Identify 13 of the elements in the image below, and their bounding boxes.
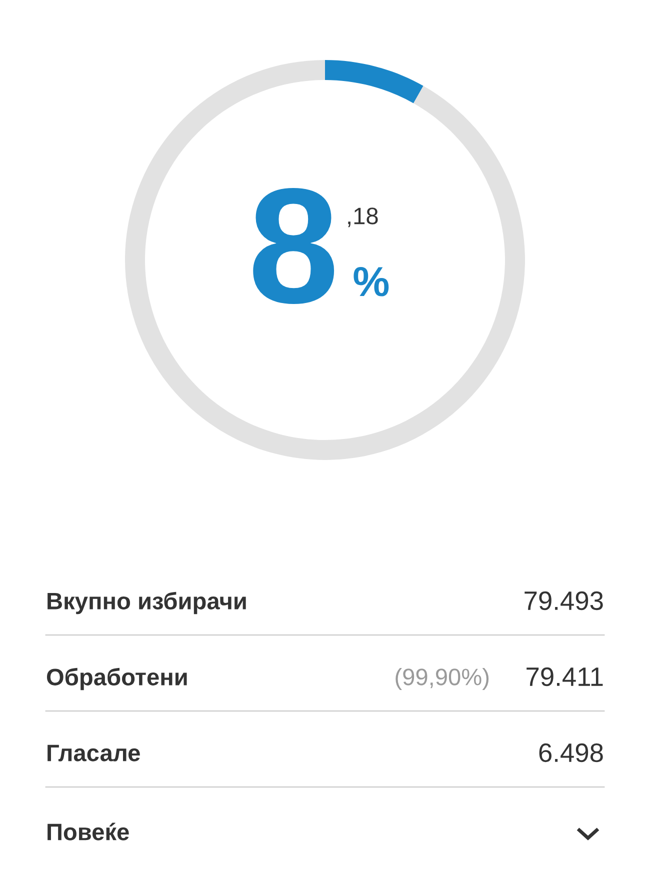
text: Повеќе (48, 822, 129, 840)
donut-slice (325, 60, 424, 104)
text: 79.411 (526, 667, 603, 686)
text: 8 (253, 188, 334, 304)
category-label: Гласале (48, 744, 140, 762)
category-label: Обработени (46, 668, 187, 690)
text: (99,90%) (396, 668, 489, 690)
text: 79.493 (524, 591, 603, 610)
text: % (354, 266, 389, 296)
category-label: Вкупно избирачи (48, 592, 246, 614)
donut-slice (125, 60, 525, 460)
text: ,18 (348, 208, 378, 228)
text: 6.498 (539, 743, 603, 762)
